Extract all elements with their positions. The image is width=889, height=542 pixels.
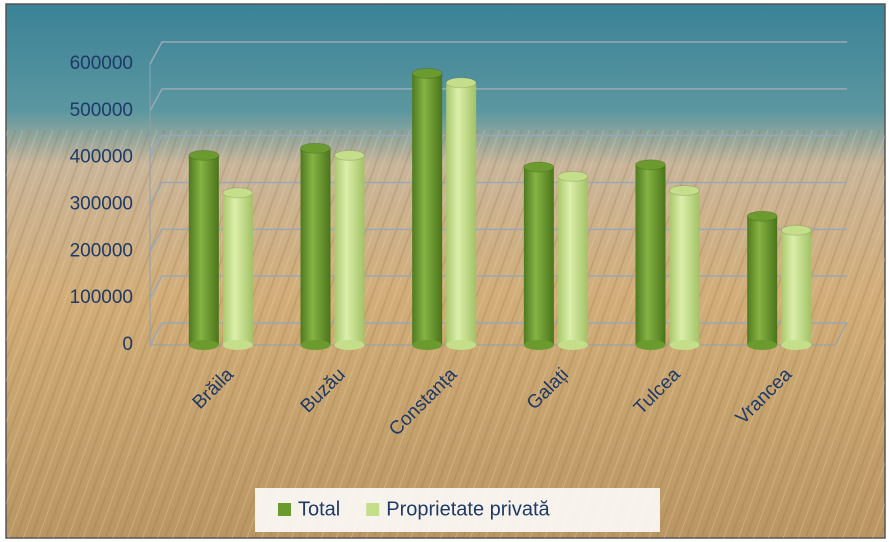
bar xyxy=(747,216,778,345)
bar-base xyxy=(446,340,477,350)
y-tick-label: 200000 xyxy=(70,240,133,261)
bar-base xyxy=(747,340,778,350)
y-tick-label: 500000 xyxy=(70,100,133,121)
grid-line xyxy=(149,322,847,346)
bar-cap xyxy=(635,159,666,171)
bar-cap xyxy=(334,149,365,161)
bar-cap xyxy=(523,161,555,173)
bar-cap xyxy=(445,77,477,89)
bar xyxy=(334,155,365,345)
bar-base xyxy=(523,340,554,350)
bar-cap xyxy=(411,67,443,79)
bar-base xyxy=(412,340,443,350)
bar-cap xyxy=(188,149,220,161)
legend-label: Proprietate privată xyxy=(386,498,550,520)
y-tick-label: 600000 xyxy=(70,53,133,74)
bar-cap xyxy=(746,210,778,222)
bar xyxy=(523,167,554,345)
bar-base xyxy=(334,340,365,350)
bar xyxy=(412,73,443,345)
grid-line xyxy=(149,275,847,299)
bar-cap xyxy=(780,224,812,236)
grid-line xyxy=(149,181,847,205)
y-tick-label: 0 xyxy=(122,334,133,355)
grid-line xyxy=(149,228,847,252)
grid-line xyxy=(149,41,847,65)
y-tick-label: 400000 xyxy=(70,147,133,168)
bar-base xyxy=(781,340,812,350)
bar xyxy=(669,190,700,345)
legend-swatch xyxy=(366,503,380,516)
bar xyxy=(635,164,666,345)
bar xyxy=(222,192,253,345)
bar xyxy=(557,176,588,345)
y-tick-label: 300000 xyxy=(70,194,133,215)
legend-label: Total xyxy=(298,498,340,520)
y-tick-label: 100000 xyxy=(70,287,133,308)
grid-line xyxy=(149,134,847,159)
legend-box xyxy=(255,488,660,532)
bar-cap xyxy=(557,170,589,182)
bar xyxy=(781,230,812,345)
grid-line xyxy=(149,88,847,112)
bar xyxy=(446,82,477,345)
background-texture xyxy=(6,130,885,538)
bar-base xyxy=(557,340,588,350)
bar-base xyxy=(635,340,666,350)
bar xyxy=(300,148,331,345)
bar-base xyxy=(222,340,253,350)
legend-swatch xyxy=(278,503,291,516)
bar xyxy=(188,155,219,345)
bar-base xyxy=(669,340,700,350)
bar-base xyxy=(188,340,219,350)
bar-cap xyxy=(300,142,331,154)
bar-cap xyxy=(222,187,254,199)
bar-base xyxy=(300,340,331,350)
bar-cap xyxy=(669,184,700,196)
